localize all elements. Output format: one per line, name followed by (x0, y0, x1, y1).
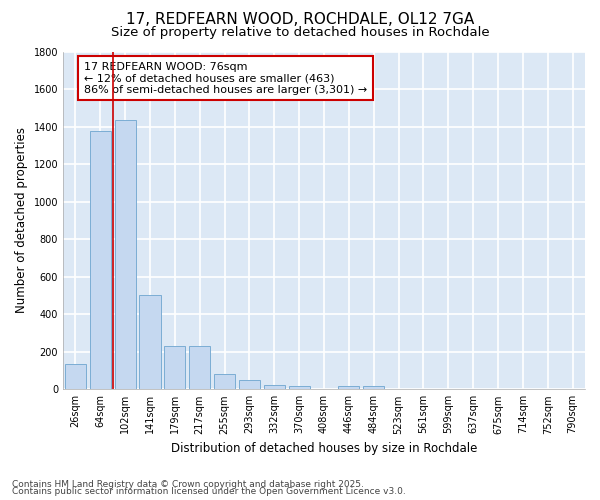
Text: 17 REDFEARN WOOD: 76sqm
← 12% of detached houses are smaller (463)
86% of semi-d: 17 REDFEARN WOOD: 76sqm ← 12% of detache… (84, 62, 367, 95)
Bar (264, 384, 285, 390)
Bar (363, 386, 384, 390)
Text: Contains public sector information licensed under the Open Government Licence v3: Contains public sector information licen… (12, 488, 406, 496)
Bar (189, 346, 211, 390)
Text: Size of property relative to detached houses in Rochdale: Size of property relative to detached ho… (110, 26, 490, 39)
Bar (65, 364, 86, 390)
Bar (164, 346, 185, 390)
Bar (214, 374, 235, 390)
X-axis label: Distribution of detached houses by size in Rochdale: Distribution of detached houses by size … (171, 442, 477, 455)
Bar (90, 132, 111, 390)
Text: 17, REDFEARN WOOD, ROCHDALE, OL12 7GA: 17, REDFEARN WOOD, ROCHDALE, OL12 7GA (126, 12, 474, 28)
Bar (338, 386, 359, 390)
Bar (289, 386, 310, 390)
Bar (139, 296, 161, 390)
Text: Contains HM Land Registry data © Crown copyright and database right 2025.: Contains HM Land Registry data © Crown c… (12, 480, 364, 489)
Y-axis label: Number of detached properties: Number of detached properties (15, 128, 28, 314)
Bar (115, 120, 136, 390)
Bar (239, 380, 260, 390)
